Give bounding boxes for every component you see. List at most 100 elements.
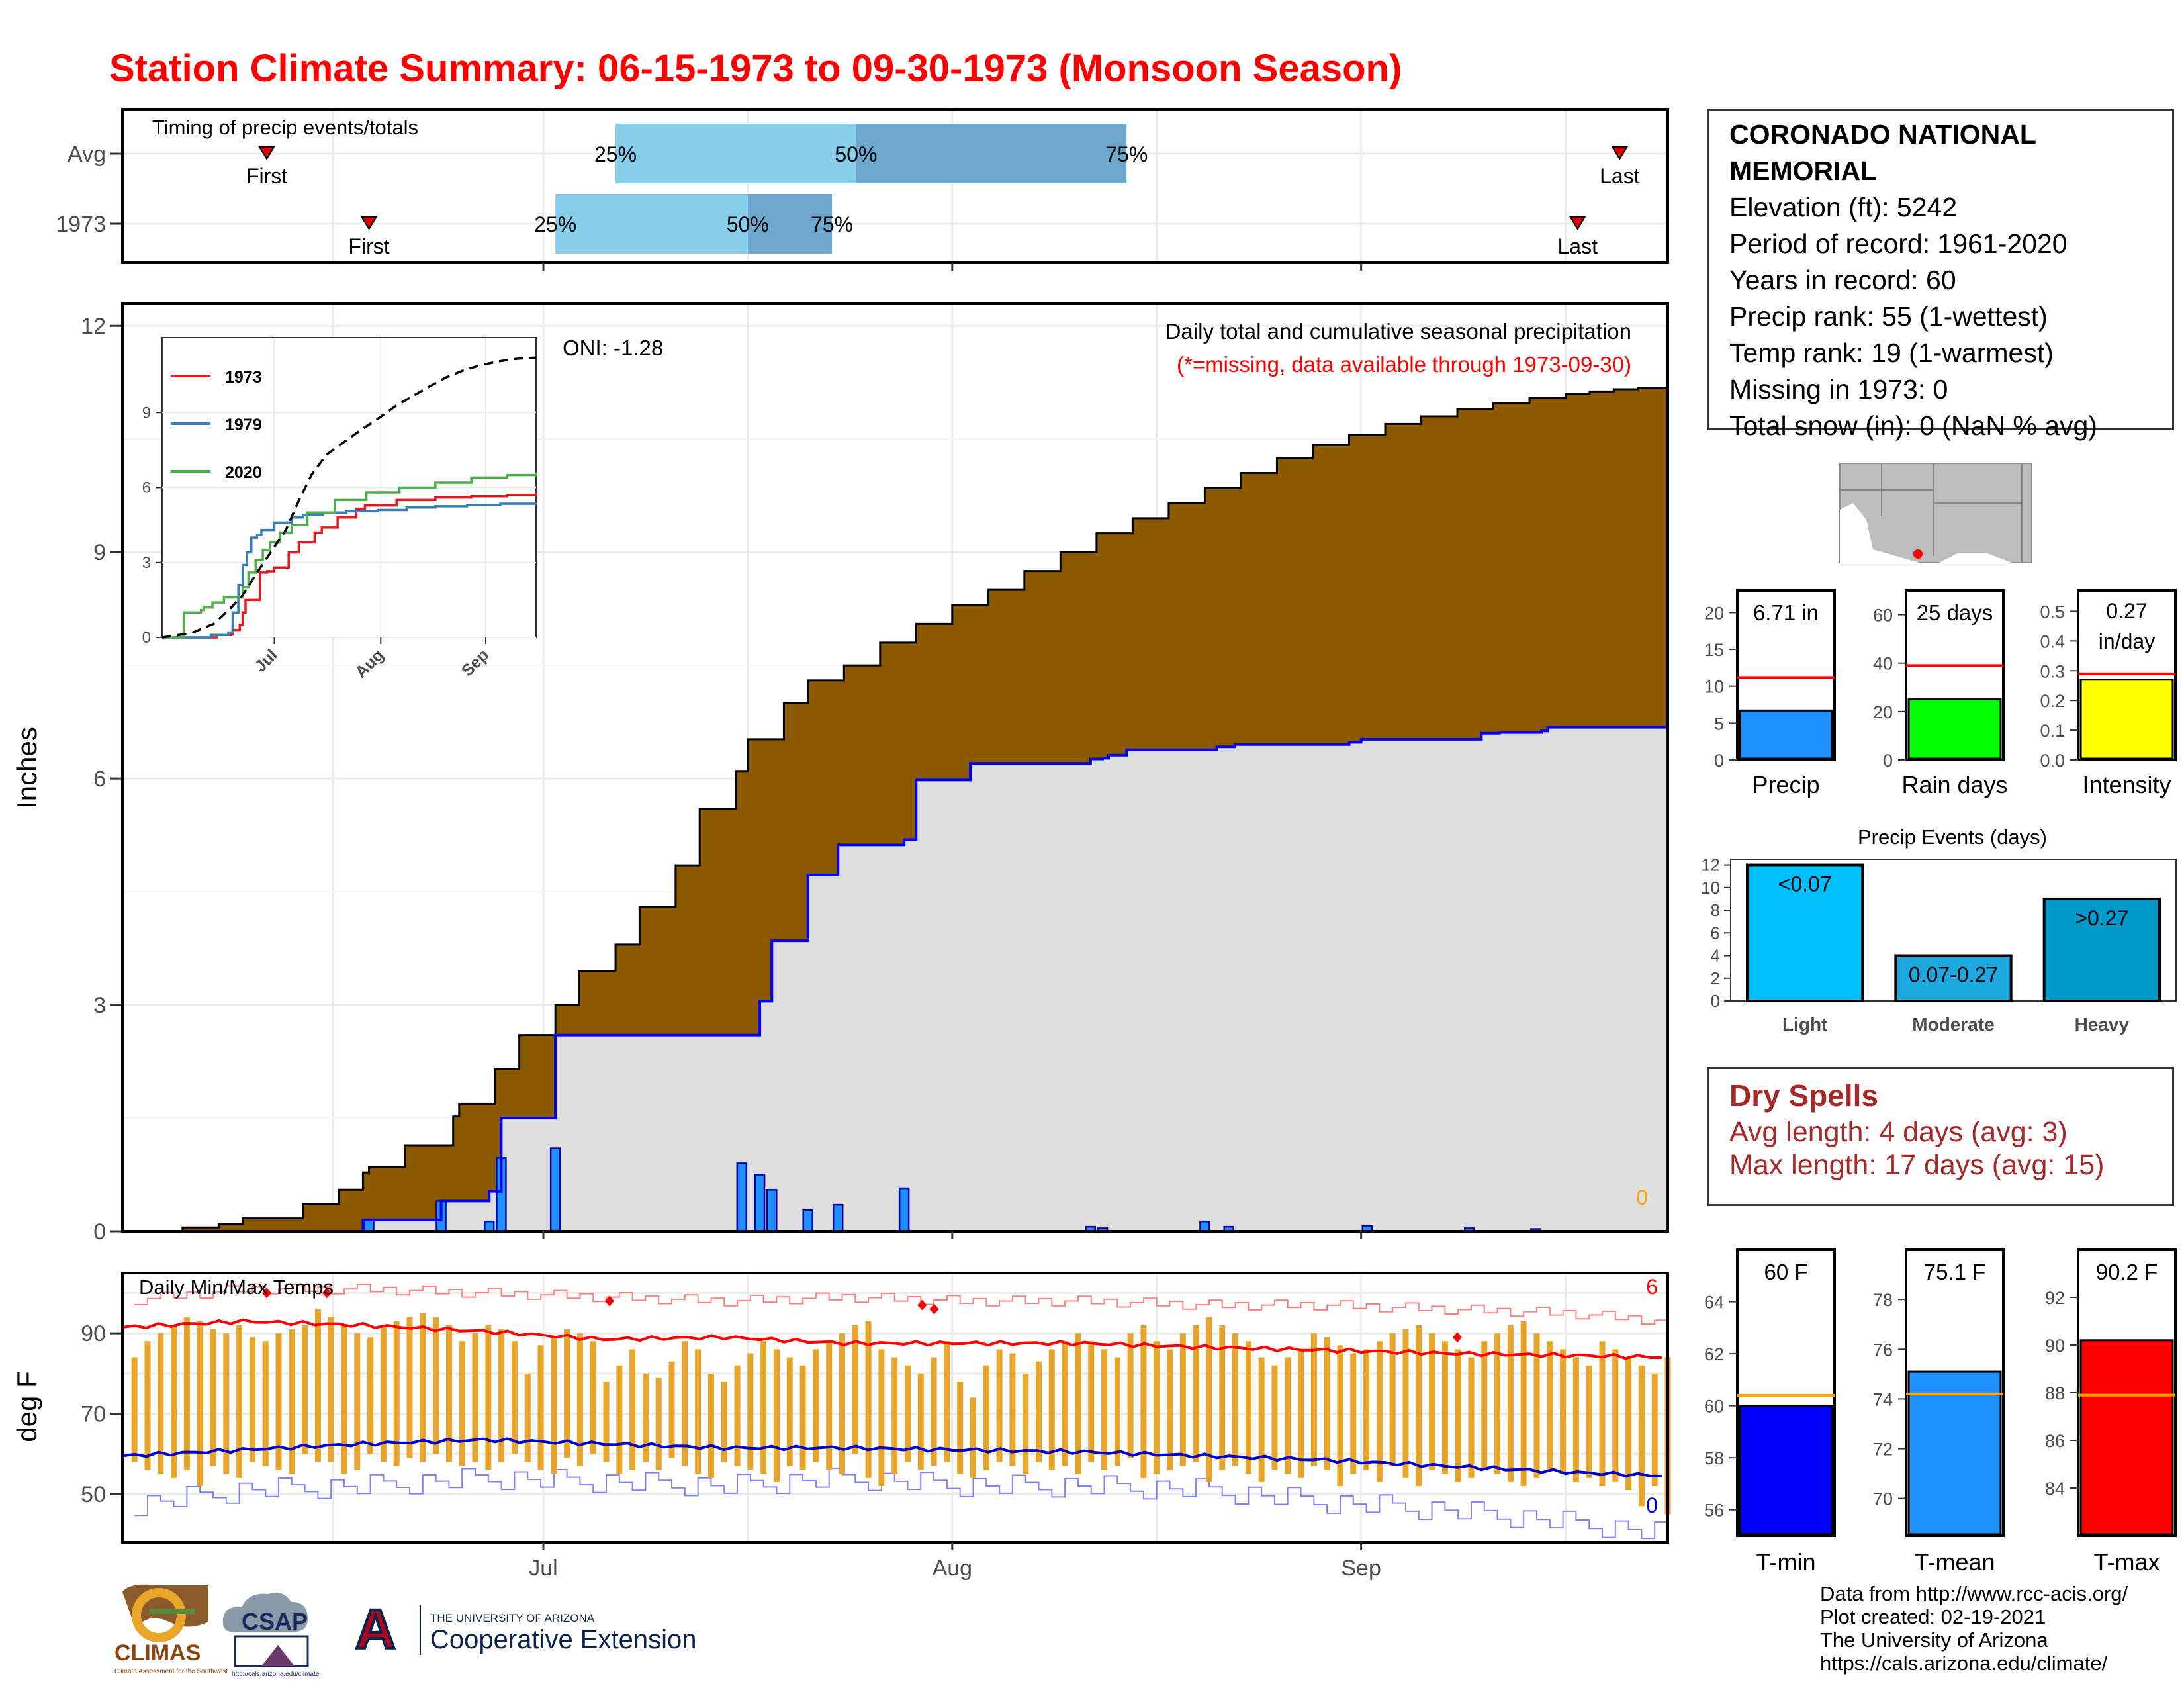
temp-range-bar <box>1245 1341 1251 1474</box>
temp-range-bar <box>1376 1341 1383 1482</box>
temp-range-bar <box>367 1337 374 1454</box>
daily-precip-bar <box>802 1209 814 1233</box>
temps-frame <box>121 1272 1669 1544</box>
temp-range-bar <box>1114 1357 1120 1466</box>
temp-range-bar <box>721 1382 727 1462</box>
station-line: Temp rank: 19 (1-warmest) <box>1729 338 2054 368</box>
y-axis-label: Inches <box>11 727 42 809</box>
events-y-tick: 12 <box>1701 855 1720 875</box>
y-tick-label: 12 <box>81 314 106 339</box>
station-line: Precip rank: 55 (1-wettest) <box>1729 301 2048 332</box>
temp-range-bar <box>760 1341 767 1474</box>
y-tick-label: 3 <box>93 993 106 1018</box>
obs-cumulative-line <box>122 725 1669 1233</box>
summary-label: T-min <box>1756 1548 1816 1575</box>
events-y-tick: 8 <box>1711 900 1720 920</box>
csap-text: CSAP <box>242 1608 308 1635</box>
temp-range-bar <box>1533 1333 1540 1478</box>
record-high-count: 6 <box>1646 1275 1658 1299</box>
temp-range-bar <box>1494 1333 1501 1474</box>
summary-y-tick: 56 <box>1704 1501 1724 1521</box>
summary-bar <box>1907 698 2002 760</box>
temp-range-bar <box>1402 1329 1409 1478</box>
timing-bar-25-50 <box>615 124 856 183</box>
temp-range-bar <box>904 1365 911 1462</box>
temp-range-bar <box>289 1329 295 1474</box>
summary-value: 25 days <box>1917 600 1993 625</box>
temp-range-bar <box>590 1341 596 1454</box>
timing-label-25: 25% <box>594 142 637 166</box>
y-tick-label: 6 <box>93 767 106 792</box>
temp-range-bar <box>1389 1333 1396 1466</box>
summary-y-tick: 0 <box>1883 751 1893 771</box>
daily-precip-bar <box>1199 1220 1210 1233</box>
inset-line-avg <box>161 356 537 639</box>
legend-label: 1973 <box>225 368 262 387</box>
events-y-tick: 10 <box>1701 878 1720 898</box>
record-max-line <box>134 1284 1668 1325</box>
temp-range-bar <box>1481 1341 1488 1470</box>
summary-y-tick: 20 <box>1873 702 1893 722</box>
daily-precip-bar <box>363 1219 375 1233</box>
temp-range-bar <box>1232 1333 1239 1466</box>
temp-range-bar <box>498 1329 505 1462</box>
temp-range-bar <box>328 1317 334 1462</box>
y-tick-label: 50 <box>81 1482 106 1507</box>
summary-value: 60 F <box>1764 1260 1807 1284</box>
temp-range-bar <box>629 1349 636 1470</box>
summary-label: Intensity <box>2082 771 2171 798</box>
daily-precip-bar <box>549 1147 561 1233</box>
timing-marker-last <box>1611 146 1629 160</box>
temps-chart: Daily Min/Max Temps 6 0 50 70 90 deg F Jul Aug Se… <box>11 1272 1671 1581</box>
temp-range-bar <box>773 1349 780 1482</box>
locator-map <box>1839 463 2032 563</box>
temp-range-bar <box>314 1309 321 1462</box>
x-tick-label: Sep <box>1341 1556 1381 1581</box>
credits: Data from http://www.rcc-acis.org/ Plot … <box>1820 1582 2128 1675</box>
temp-range-bar <box>537 1345 544 1470</box>
temp-range-bar <box>1310 1333 1317 1466</box>
timing-title: Timing of precip events/totals <box>152 116 418 139</box>
temp-range-bar <box>839 1333 845 1474</box>
temp-range-bar <box>433 1317 439 1454</box>
summary-value: 75.1 F <box>1924 1260 1986 1284</box>
temp-range-bar <box>1638 1365 1645 1507</box>
summary-y-tick: 10 <box>1704 677 1724 697</box>
summary-y-tick: 15 <box>1704 640 1724 660</box>
credit-line: Plot created: 02-19-2021 <box>1820 1605 2046 1628</box>
timing-label-50: 50% <box>835 142 877 166</box>
temp-range-bar <box>1625 1357 1632 1491</box>
temp-range-bar <box>642 1373 649 1462</box>
temp-range-bar <box>1036 1361 1042 1462</box>
temp-range-bar <box>210 1329 216 1466</box>
temp-range-bar <box>459 1341 465 1466</box>
climas-logo: CLIMAS Climate Assessment for the Southw… <box>114 1584 228 1675</box>
daily-precip-bar <box>766 1189 778 1233</box>
inset-line-2020 <box>162 472 537 639</box>
summary-y-tick: 5 <box>1714 714 1724 733</box>
temp-range-bar <box>1206 1317 1212 1482</box>
temp-range-bar <box>158 1333 164 1474</box>
temp-range-bar <box>485 1325 492 1470</box>
events-y-tick: 4 <box>1711 946 1720 966</box>
temp-range-bar <box>262 1341 269 1466</box>
timing-chart: 25% 50% 75% First Last Avg 25% 50% 75% First Last 1… <box>56 108 1669 271</box>
temp-range-bar <box>1154 1341 1160 1474</box>
temp-range-bar <box>420 1313 426 1462</box>
precip-chart: 0 3 6 9 12 Inches Daily total and cumulative s… <box>11 302 1669 1244</box>
temp-range-bar <box>682 1341 688 1466</box>
temp-range-bar <box>1586 1365 1592 1478</box>
inset-y-tick: 0 <box>142 629 151 647</box>
dry-spells-heading: Dry Spells <box>1729 1078 1878 1113</box>
csap-url: http://cals.arizona.edu/climate <box>232 1671 320 1678</box>
summary-y-tick: 0.1 <box>2040 721 2065 741</box>
summary-bar <box>2079 679 2174 760</box>
temp-range-bar <box>302 1325 308 1454</box>
events-category: Light <box>1782 1014 1827 1035</box>
temp-range-bar <box>354 1333 361 1470</box>
temp-range-bar <box>1507 1325 1514 1482</box>
x-tick-label: Aug <box>933 1556 973 1581</box>
events-bar <box>1746 863 1864 1003</box>
dry-spells-box: Dry Spells Avg length: 4 days (avg: 3) M… <box>1707 1067 2174 1206</box>
